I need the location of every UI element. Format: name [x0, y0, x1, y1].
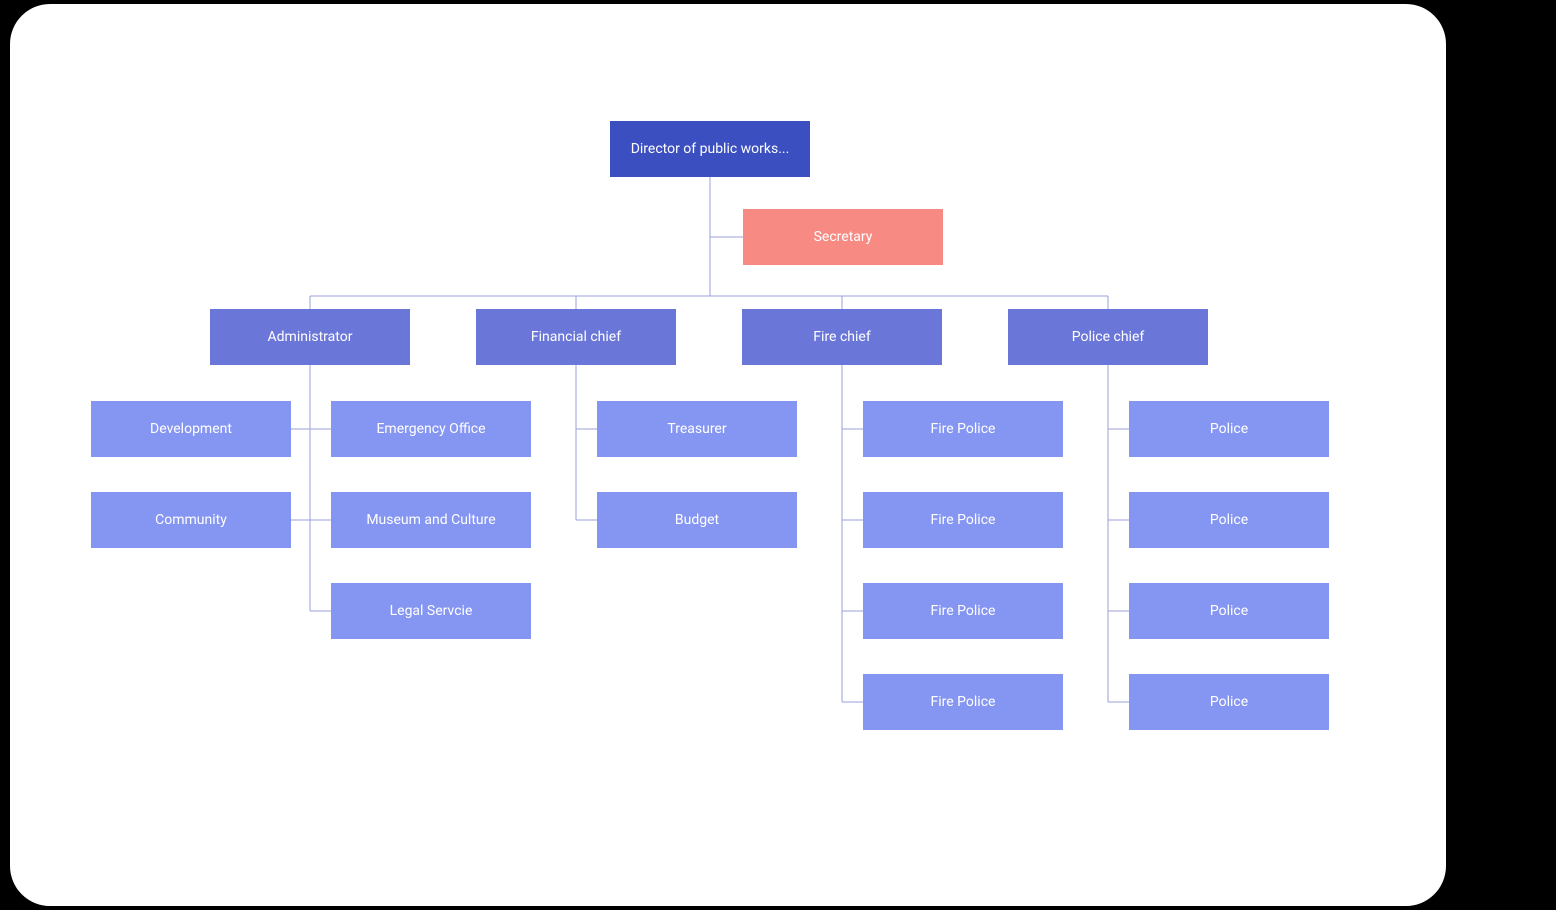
org-node-fire2: Fire Police: [863, 492, 1063, 548]
org-node-police: Police chief: [1008, 309, 1208, 365]
org-node-emerg: Emergency Office: [331, 401, 531, 457]
org-node-pol1: Police: [1129, 401, 1329, 457]
org-node-museum: Museum and Culture: [331, 492, 531, 548]
org-node-pol3: Police: [1129, 583, 1329, 639]
org-node-budget: Budget: [597, 492, 797, 548]
org-node-pol4: Police: [1129, 674, 1329, 730]
org-node-fire1: Fire Police: [863, 401, 1063, 457]
org-node-admin: Administrator: [210, 309, 410, 365]
org-node-comm: Community: [91, 492, 291, 548]
org-node-secretary: Secretary: [743, 209, 943, 265]
org-node-fire: Fire chief: [742, 309, 942, 365]
org-node-fire4: Fire Police: [863, 674, 1063, 730]
org-node-pol2: Police: [1129, 492, 1329, 548]
org-node-treas: Treasurer: [597, 401, 797, 457]
org-node-fire3: Fire Police: [863, 583, 1063, 639]
org-node-dev: Development: [91, 401, 291, 457]
org-node-fin: Financial chief: [476, 309, 676, 365]
org-node-root: Director of public works...: [610, 121, 810, 177]
org-chart-canvas: Director of public works... Secretary Admi…: [0, 0, 1556, 910]
org-node-legal: Legal Servcie: [331, 583, 531, 639]
